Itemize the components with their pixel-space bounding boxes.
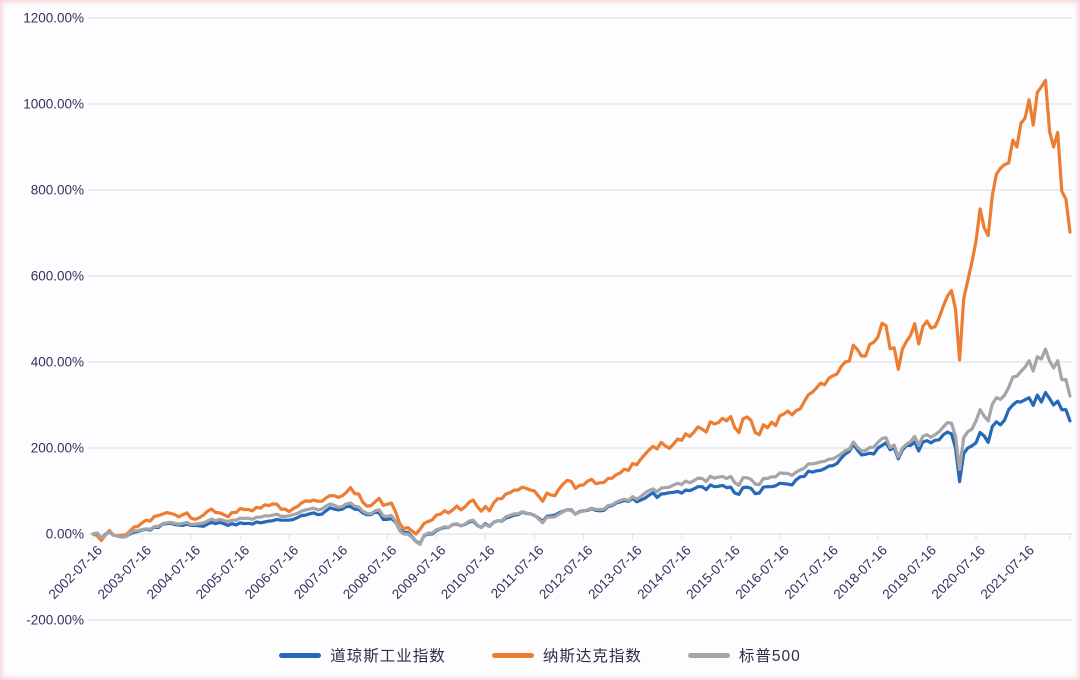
x-tick-label: 2021-07-16 [978, 543, 1037, 602]
legend-item-sp500: 标普500 [687, 644, 801, 666]
legend-label-sp500: 标普500 [738, 648, 801, 665]
y-tick-label: 200.00% [31, 441, 84, 456]
series-line-sp500 [91, 347, 1072, 546]
series-line-dow-jones [91, 390, 1072, 546]
y-tick-label: -200.00% [26, 613, 84, 628]
x-tick-label: 2010-07-16 [438, 543, 497, 602]
y-tick-label: 800.00% [31, 183, 84, 198]
y-tick-label: 600.00% [31, 269, 84, 284]
y-tick-label: 1000.00% [23, 97, 84, 112]
x-axis-ticks [92, 534, 1071, 539]
legend-label-nasdaq: 纳斯达克指数 [542, 648, 642, 665]
legend-label-dow-jones: 道琼斯工业指数 [330, 648, 446, 665]
legend-line-swatch-sp500 [687, 652, 730, 658]
series-lines [91, 78, 1072, 546]
y-axis-labels: 1200.00% 1000.00% 800.00% 600.00% 400.00% 200… [23, 11, 84, 628]
y-tick-label: 400.00% [31, 355, 84, 370]
y-tick-label: 0.00% [46, 527, 84, 542]
chart-legend: 道琼斯工业指数 纳斯达克指数 标普500 [0, 644, 1080, 666]
legend-line-swatch-dow-jones [279, 652, 322, 658]
legend-item-dow-jones: 道琼斯工业指数 [279, 644, 446, 666]
x-axis-labels: 2002-07-162003-07-162004-07-162005-07-16… [46, 543, 1037, 602]
y-tick-label: 1200.00% [23, 11, 84, 26]
legend-line-swatch-nasdaq [491, 652, 534, 658]
legend-item-nasdaq: 纳斯达克指数 [491, 644, 642, 666]
gridlines [88, 17, 1072, 621]
series-line-nasdaq [91, 78, 1072, 543]
